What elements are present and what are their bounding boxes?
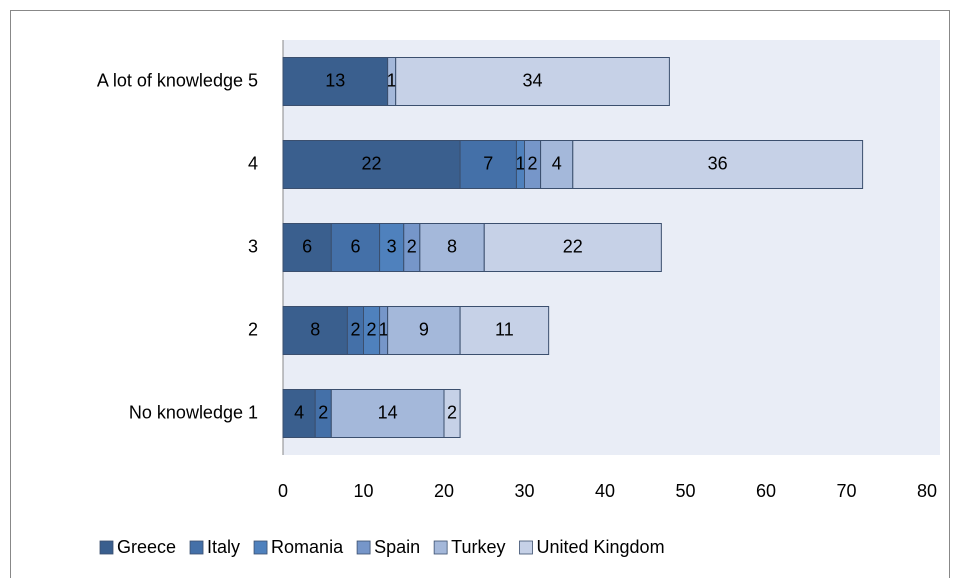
- x-tick-label: 40: [595, 481, 615, 501]
- data-label: 6: [350, 236, 360, 256]
- data-label: 11: [495, 319, 514, 339]
- bar-segment: [330, 223, 381, 272]
- x-tick-label: 50: [675, 481, 695, 501]
- legend-label: Turkey: [451, 537, 505, 557]
- data-label: 7: [483, 153, 493, 173]
- data-label: 3: [387, 236, 397, 256]
- x-tick-label: 70: [836, 481, 856, 501]
- bar-segment: [459, 140, 517, 189]
- bar-segment: [282, 389, 316, 438]
- x-tick-label: 60: [756, 481, 776, 501]
- y-tick-label: 4: [248, 153, 258, 173]
- bar-segment: [282, 140, 461, 189]
- x-tick-label: 80: [917, 481, 937, 501]
- data-label: 14: [378, 402, 398, 422]
- legend-label: Italy: [207, 537, 240, 557]
- bar-segment: [540, 140, 574, 189]
- x-tick-label: 0: [278, 481, 288, 501]
- legend-label: Spain: [374, 537, 420, 557]
- y-tick-label: A lot of knowledge 5: [97, 70, 258, 90]
- data-label: 34: [523, 70, 543, 90]
- data-label: 8: [310, 319, 320, 339]
- legend-swatch: [433, 540, 448, 555]
- bar-segment: [419, 223, 485, 272]
- data-label: 2: [447, 402, 457, 422]
- legend-label: Romania: [271, 537, 344, 557]
- x-tick-label: 10: [353, 481, 373, 501]
- bar-segment: [459, 306, 550, 355]
- data-label: 9: [419, 319, 429, 339]
- legend-swatch: [99, 540, 114, 555]
- data-label: 13: [325, 70, 345, 90]
- data-label: 6: [302, 236, 312, 256]
- bar-segment: [379, 223, 405, 272]
- x-tick-label: 20: [434, 481, 454, 501]
- legend-label: Greece: [117, 537, 176, 557]
- data-label: 2: [318, 402, 328, 422]
- data-label: 4: [294, 402, 304, 422]
- legend-swatch: [189, 540, 204, 555]
- legend-label: United Kingdom: [536, 537, 664, 557]
- bar-segment: [483, 223, 662, 272]
- bar-segment: [387, 306, 461, 355]
- bar-segment: [395, 57, 670, 106]
- bar-segment: [330, 389, 445, 438]
- data-label: 2: [350, 319, 360, 339]
- data-label: 2: [367, 319, 377, 339]
- data-label: 4: [552, 153, 562, 173]
- data-label: 2: [528, 153, 538, 173]
- x-tick-label: 30: [514, 481, 534, 501]
- legend-swatch: [356, 540, 371, 555]
- data-label: 1: [387, 70, 397, 90]
- bar-segment: [443, 389, 461, 438]
- legend-swatch: [519, 540, 533, 555]
- y-tick-label: No knowledge 1: [129, 402, 258, 422]
- bar-segment: [282, 306, 348, 355]
- data-label: 1: [515, 153, 525, 173]
- bar-segment: [572, 140, 864, 189]
- data-label: 8: [447, 236, 457, 256]
- data-label: 22: [362, 153, 382, 173]
- data-label: 36: [708, 153, 728, 173]
- y-tick-label: 2: [248, 319, 258, 339]
- legend-swatch: [253, 540, 268, 555]
- data-label: 2: [407, 236, 417, 256]
- y-tick-label: 3: [248, 236, 258, 256]
- data-label: 22: [563, 236, 583, 256]
- data-label: 1: [379, 319, 389, 339]
